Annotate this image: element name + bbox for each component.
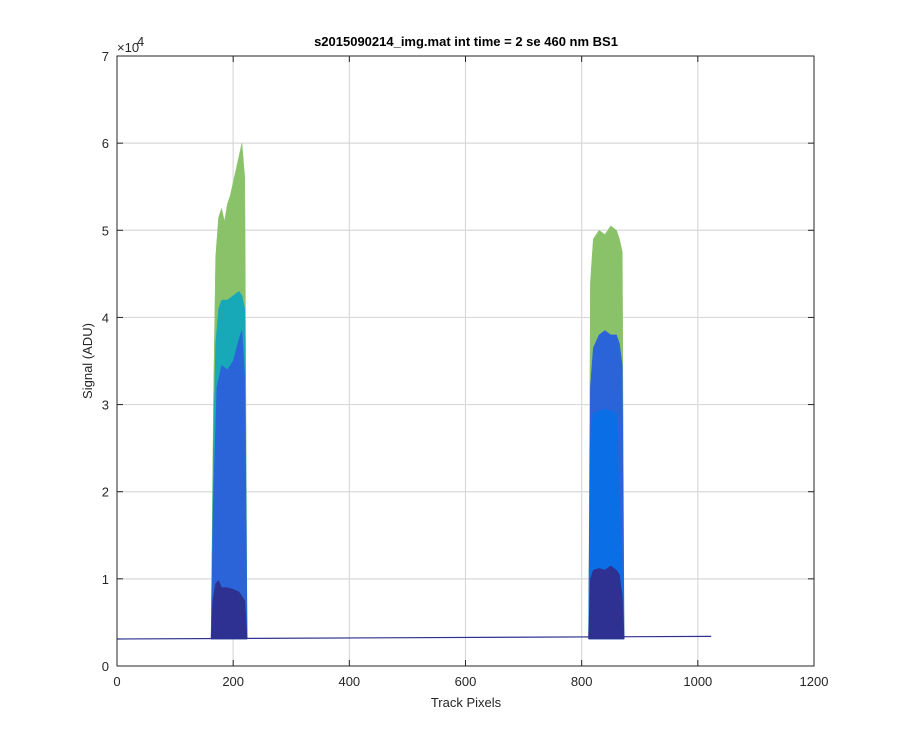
baseline-line [116, 635, 712, 640]
x-tick-label-6: 1200 [800, 674, 829, 689]
y-axis-label: Signal (ADU) [80, 323, 95, 399]
y-exponent-power: 4 [137, 34, 144, 49]
x-tick-label-3: 600 [455, 674, 477, 689]
y-tick-label-0: 0 [102, 659, 109, 674]
series-4-area-1 [588, 565, 625, 640]
x-tick-label-0: 0 [113, 674, 120, 689]
y-tick-label-4: 4 [102, 310, 109, 325]
baseline [116, 635, 712, 640]
y-tick-label-1: 1 [102, 572, 109, 587]
y-tick-label-7: 7 [102, 49, 109, 64]
x-tick-label-4: 800 [571, 674, 593, 689]
y-axis-ticks: 0 1 2 3 4 5 6 7 [102, 49, 814, 674]
data-areas [210, 143, 625, 640]
y-tick-label-6: 6 [102, 136, 109, 151]
x-tick-label-2: 400 [338, 674, 360, 689]
chart-title: s2015090214_img.mat int time = 2 se 460 … [314, 34, 618, 49]
x-axis-label: Track Pixels [431, 695, 502, 710]
y-tick-label-5: 5 [102, 223, 109, 238]
y-exponent-base: ×10 [117, 40, 139, 55]
y-tick-label-3: 3 [102, 398, 109, 413]
x-tick-label-5: 1000 [683, 674, 712, 689]
x-axis-ticks: 0 200 400 600 800 1000 1200 [113, 56, 828, 689]
y-tick-label-2: 2 [102, 485, 109, 500]
x-tick-label-1: 200 [222, 674, 244, 689]
